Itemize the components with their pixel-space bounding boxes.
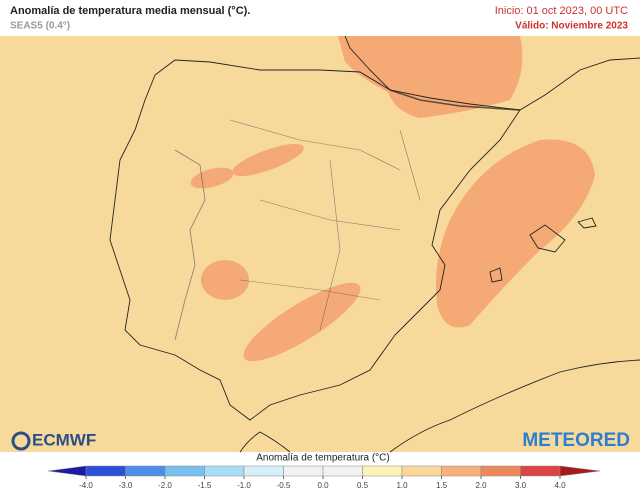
colorbar-segment [85, 465, 126, 477]
colorbar-segment [204, 465, 245, 477]
tick-label: 1.0 [396, 481, 408, 490]
colorbar-under [47, 465, 87, 477]
colorbar-segment [401, 465, 442, 477]
init-time: Inicio: 01 oct 2023, 00 UTC [495, 5, 628, 17]
legend: Anomalía de temperatura (°C) -4.0 -3.0 -2.… [47, 453, 601, 490]
map [0, 35, 640, 453]
tick-label: 4.0 [554, 481, 566, 490]
tick-label: 0.0 [317, 481, 329, 490]
colorbar-segment [441, 465, 482, 477]
colorbar-segment [480, 465, 521, 477]
colorbar-segment [125, 465, 166, 477]
title: Anomalía de temperatura media mensual (°… [10, 5, 250, 17]
colorbar-segment [283, 465, 324, 477]
tick-label: -1.5 [198, 481, 212, 490]
africa-coast [239, 431, 291, 453]
island [489, 267, 503, 283]
colorbar-over [559, 465, 601, 477]
ecmwf-logo: ECMWF [32, 430, 96, 449]
tick-label: -3.0 [119, 481, 133, 490]
colorbar-segment [243, 465, 284, 477]
tick-label: -2.0 [158, 481, 172, 490]
tick-label: -4.0 [79, 481, 93, 490]
colorbar-segment [322, 465, 363, 477]
tick-label: 2.0 [475, 481, 487, 490]
header: Anomalía de temperatura media mensual (°… [10, 5, 628, 32]
anomaly-area [232, 143, 304, 177]
tick-label: -0.5 [277, 481, 291, 490]
colorbar-segment [520, 465, 561, 477]
legend-title: Anomalía de temperatura (°C) [256, 453, 390, 464]
tick-label: 1.5 [436, 481, 448, 490]
tick-label: -1.0 [237, 481, 251, 490]
anomaly-areas [190, 36, 595, 362]
tick-label: 0.5 [357, 481, 369, 490]
anomaly-area [201, 260, 249, 300]
region-border [229, 119, 421, 331]
island [529, 224, 566, 253]
meteored-logo: METEORED [522, 430, 630, 451]
africa-coast [389, 359, 640, 453]
france-coast [519, 57, 640, 111]
colorbar-segment [362, 465, 403, 477]
anomaly-area [243, 282, 361, 362]
anomaly-area [338, 36, 523, 118]
tick-label: 3.0 [515, 481, 527, 490]
borders [174, 89, 521, 341]
ecmwf-icon [11, 431, 31, 451]
france-coast [344, 35, 391, 91]
colorbar-segment [164, 465, 205, 477]
island [577, 217, 597, 229]
border [174, 149, 206, 341]
border [389, 89, 521, 111]
subtitle: SEAS5 (0.4°) [10, 21, 70, 32]
valid-time: Válido: Noviembre 2023 [515, 21, 628, 32]
anomaly-area [435, 139, 595, 328]
